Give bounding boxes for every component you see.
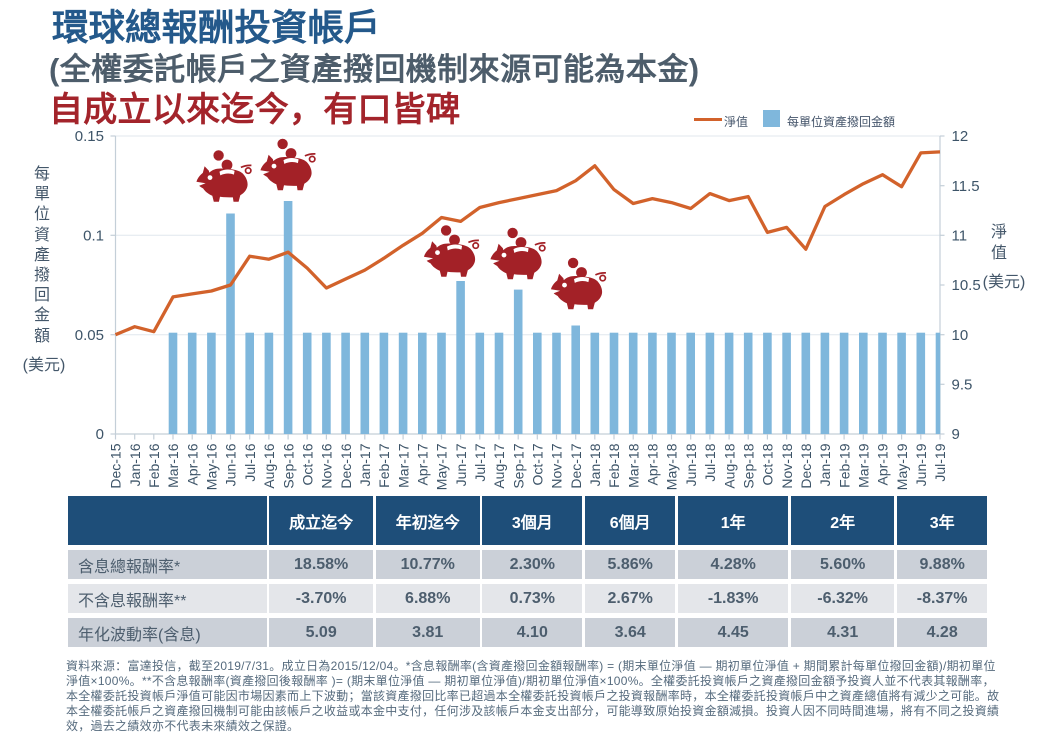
svg-text:Mar-17: Mar-17	[395, 443, 411, 488]
svg-text:0.1: 0.1	[83, 228, 104, 245]
svg-text:Jan-17: Jan-17	[357, 443, 373, 486]
svg-text:Jun-17: Jun-17	[453, 443, 469, 486]
svg-text:Mar-18: Mar-18	[625, 443, 641, 488]
svg-text:Oct-18: Oct-18	[760, 443, 776, 485]
svg-text:Apr-16: Apr-16	[184, 443, 200, 485]
svg-text:Sep-17: Sep-17	[510, 443, 526, 488]
svg-text:Jan-19: Jan-19	[817, 443, 833, 486]
svg-text:Nov-17: Nov-17	[549, 443, 565, 488]
svg-text:Mar-19: Mar-19	[856, 443, 872, 488]
svg-text:Jan-16: Jan-16	[127, 443, 143, 486]
svg-text:Sep-18: Sep-18	[740, 443, 756, 488]
svg-text:Dec-17: Dec-17	[568, 443, 584, 488]
svg-text:Apr-19: Apr-19	[875, 443, 891, 485]
svg-text:0: 0	[96, 426, 104, 443]
svg-text:Oct-17: Oct-17	[530, 443, 546, 485]
svg-text:Feb-18: Feb-18	[606, 443, 622, 488]
svg-text:Oct-16: Oct-16	[299, 443, 315, 485]
svg-text:Jul-16: Jul-16	[242, 443, 258, 481]
svg-text:Jul-18: Jul-18	[702, 443, 718, 481]
svg-text:Dec-16: Dec-16	[338, 443, 354, 488]
svg-text:9: 9	[952, 426, 960, 443]
svg-text:Feb-16: Feb-16	[146, 443, 162, 488]
svg-text:12: 12	[952, 128, 969, 145]
svg-text:11.5: 11.5	[952, 178, 980, 195]
svg-text:Jul-19: Jul-19	[932, 443, 948, 481]
svg-text:Nov-18: Nov-18	[779, 443, 795, 488]
svg-text:Aug-16: Aug-16	[261, 443, 277, 488]
svg-text:Jan-18: Jan-18	[587, 443, 603, 486]
svg-text:Aug-17: Aug-17	[491, 443, 507, 488]
svg-text:Apr-18: Apr-18	[645, 443, 661, 485]
svg-text:Nov-16: Nov-16	[319, 443, 335, 488]
svg-text:Jun-16: Jun-16	[223, 443, 239, 486]
svg-text:11: 11	[952, 228, 968, 245]
svg-text:Mar-16: Mar-16	[165, 443, 181, 488]
svg-text:Aug-18: Aug-18	[721, 443, 737, 488]
svg-text:9.5: 9.5	[952, 377, 973, 394]
svg-text:May-17: May-17	[434, 443, 450, 490]
svg-text:Jun-19: Jun-19	[913, 443, 929, 486]
svg-text:Sep-16: Sep-16	[280, 443, 296, 488]
svg-text:Jul-17: Jul-17	[472, 443, 488, 481]
svg-text:Feb-19: Feb-19	[836, 443, 852, 488]
svg-text:10.5: 10.5	[952, 277, 981, 294]
svg-text:May-19: May-19	[894, 443, 910, 490]
svg-text:Jun-18: Jun-18	[683, 443, 699, 486]
svg-text:Dec-18: Dec-18	[798, 443, 814, 488]
svg-text:Dec-15: Dec-15	[108, 443, 124, 488]
svg-text:May-18: May-18	[664, 443, 680, 490]
svg-text:10: 10	[952, 327, 969, 344]
svg-text:May-16: May-16	[204, 443, 220, 490]
svg-text:Apr-17: Apr-17	[415, 443, 431, 485]
svg-text:0.15: 0.15	[75, 128, 104, 145]
svg-text:0.05: 0.05	[75, 327, 104, 344]
svg-text:Feb-17: Feb-17	[376, 443, 392, 488]
